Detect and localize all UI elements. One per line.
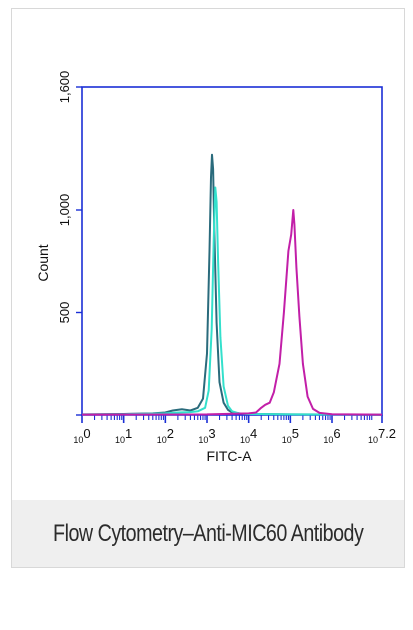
figure-card: 500 1,000 1,600 100 101 102 103 104 105 106 107.2 F… (11, 8, 405, 568)
y-tick-label-0: 500 (57, 302, 72, 324)
x-tick-label-4: 104 (240, 426, 257, 445)
x-tick-label-5: 105 (282, 426, 299, 445)
series-line-1 (81, 153, 383, 416)
x-axis-label: FITC-A (206, 448, 252, 464)
x-tick-label-7: 107.2 (368, 426, 396, 445)
x-tick-label-0: 100 (73, 426, 90, 445)
x-tick-label-3: 103 (198, 426, 215, 445)
y-tick-label-2: 1,600 (57, 71, 72, 104)
series-line-2 (81, 186, 383, 416)
caption-bar: Flow Cytometry–Anti-MIC60 Antibody (12, 500, 404, 567)
y-axis-label: Count (35, 244, 51, 281)
plot-area: 500 1,000 1,600 100 101 102 103 104 105 106 107.2 F… (12, 9, 404, 500)
plot-frame (81, 86, 383, 416)
histogram-chart: 500 1,000 1,600 100 101 102 103 104 105 106 107.2 F… (35, 71, 396, 464)
x-tick-label-6: 106 (323, 426, 340, 445)
figure-caption: Flow Cytometry–Anti-MIC60 Antibody (52, 519, 364, 547)
x-tick-label-2: 102 (157, 426, 174, 445)
x-tick-label-1: 101 (115, 426, 132, 445)
series-line-3 (81, 209, 383, 416)
y-tick-label-1: 1,000 (57, 194, 72, 227)
